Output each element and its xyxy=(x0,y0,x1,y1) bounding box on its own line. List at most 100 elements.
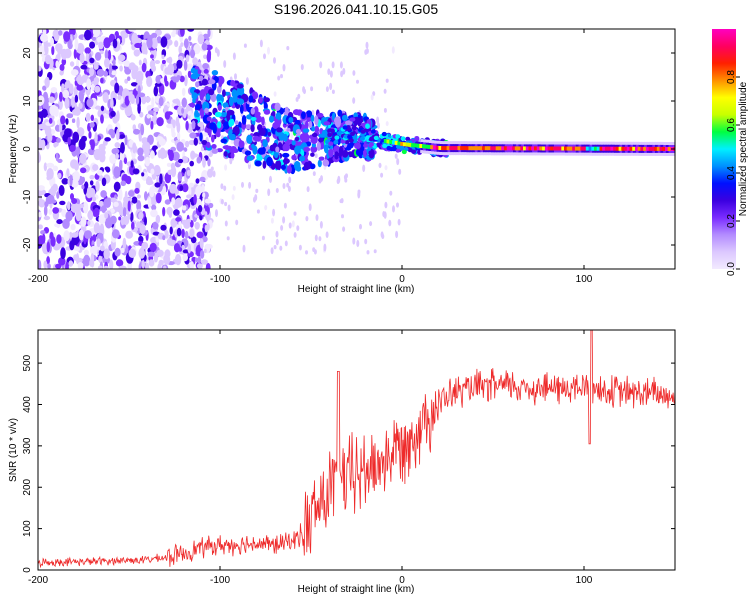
x-tick-label: 100 xyxy=(576,274,593,285)
spectrogram-cell xyxy=(127,76,131,81)
spectrogram-cell xyxy=(211,134,215,143)
spectrogram-cell xyxy=(198,75,204,81)
spectrogram-cell xyxy=(468,146,472,151)
spectrogram-cell xyxy=(250,116,257,121)
spectrogram-cell xyxy=(46,256,50,265)
spectrogram-cell xyxy=(320,175,323,182)
spectrogram-cell xyxy=(254,160,262,167)
x-tick-label: -200 xyxy=(28,575,48,586)
spectrogram-cell xyxy=(314,234,318,242)
spectrogram-cell xyxy=(230,80,236,87)
spectrogram-cell xyxy=(175,217,182,222)
spectrogram-cell xyxy=(202,192,206,199)
spectrogram-cell xyxy=(103,37,111,49)
spectrogram-cell xyxy=(96,36,104,44)
spectrogram-cell xyxy=(159,147,166,160)
spectrogram-cell xyxy=(81,135,87,142)
spectrogram-cell xyxy=(321,129,328,138)
spectrogram-cell xyxy=(369,221,373,227)
spectrogram-cell xyxy=(383,211,387,219)
spectrogram-cell xyxy=(78,229,85,241)
spectrogram-cell xyxy=(167,56,173,64)
spectrogram-cell xyxy=(84,230,92,239)
spectrogram-cell xyxy=(572,146,576,151)
spectrogram-cell xyxy=(327,68,331,75)
spectrogram-cell xyxy=(103,265,109,269)
spectrogram-cell xyxy=(206,51,211,63)
spectrogram-cell xyxy=(117,94,122,101)
spectrogram-cell xyxy=(215,209,218,218)
spectrogram-cell xyxy=(65,261,69,269)
spectrogram-cell xyxy=(585,146,590,151)
spectrogram-cell xyxy=(90,253,95,264)
spectrogram-cell xyxy=(101,205,106,214)
spectrogram-cell xyxy=(103,70,108,77)
spectrogram-cell xyxy=(435,145,440,150)
snr-series-line xyxy=(38,330,675,569)
spectrogram-cell xyxy=(117,54,126,62)
spectrogram-cell xyxy=(457,146,461,151)
spectrogram-cell xyxy=(82,201,89,214)
spectrogram-cell xyxy=(96,68,105,77)
spectrogram-cell xyxy=(55,60,60,68)
colorbar-gradient xyxy=(712,29,736,269)
spectrogram-cell xyxy=(50,87,58,94)
spectrogram-cell xyxy=(185,140,190,148)
spectrogram-cell xyxy=(187,243,192,254)
spectrogram-cell xyxy=(517,146,521,151)
spectrogram-cell xyxy=(164,75,168,84)
spectrogram-cell xyxy=(295,128,302,135)
spectrogram-cell xyxy=(181,156,189,164)
spectrogram-cell xyxy=(193,194,197,205)
spectrogram-cell xyxy=(441,146,445,151)
spectrogram-cell xyxy=(430,145,434,150)
spectrogram-cell xyxy=(146,114,151,119)
spectrogram-cell xyxy=(339,61,343,69)
spectrogram-cell xyxy=(283,202,287,209)
spectrogram-cell xyxy=(591,146,595,151)
spectrogram-cell xyxy=(74,38,79,51)
spectrogram-cell xyxy=(226,236,230,241)
spectrogram-cell xyxy=(370,129,376,134)
spectrogram-cell xyxy=(280,225,284,231)
spectrogram-cell xyxy=(191,92,198,100)
spectrogram-cell xyxy=(80,64,88,70)
spectrogram-cell xyxy=(93,63,99,70)
spectrogram-cell xyxy=(383,139,388,143)
spectrogram-cell xyxy=(113,166,121,179)
spectrogram-cell xyxy=(261,116,265,126)
spectrogram-cell xyxy=(340,139,346,144)
spectrogram-cell xyxy=(277,75,281,81)
spectrogram-cell xyxy=(178,45,182,54)
spectrogram-cell xyxy=(83,254,91,267)
spectrogram-cell xyxy=(179,185,184,191)
spectrogram-cell xyxy=(195,103,201,110)
spectrogram-cell xyxy=(286,182,290,188)
spectrogram-cell xyxy=(263,102,268,110)
spectrogram-cell xyxy=(635,146,639,151)
spectrogram-cell xyxy=(610,146,614,151)
spectrogram-cell xyxy=(48,96,55,104)
spectrogram-cell xyxy=(100,114,104,124)
spectrogram-cell xyxy=(135,94,140,105)
spectrogram-cell xyxy=(38,138,43,149)
spectrogram-cell xyxy=(147,196,152,209)
spectrogram-cell xyxy=(216,93,222,102)
spectrogram-cell xyxy=(341,214,344,219)
spectrogram-cell xyxy=(58,122,63,133)
spectrogram-cell xyxy=(128,29,137,32)
spectrogram-cell xyxy=(74,94,79,103)
spectrogram-cell xyxy=(306,186,310,193)
spectrogram-cell xyxy=(366,250,370,255)
spectrogram-cell xyxy=(316,112,324,118)
spectrogram-cell xyxy=(525,146,530,151)
spectrogram-cell xyxy=(150,120,154,130)
spectrogram-cell xyxy=(38,224,43,230)
spectrogram-cell xyxy=(123,60,130,67)
spectrogram-cell xyxy=(318,156,325,161)
spectrogram-cell xyxy=(286,127,291,132)
spectrogram-cell xyxy=(59,91,63,102)
spectrogram-cell xyxy=(169,226,173,235)
colorbar-tick-label: 0.8 xyxy=(726,70,737,84)
colorbar: 0.0 0.2 0.4 0.6 0.8 Normalized spectral ampl… xyxy=(712,29,749,276)
